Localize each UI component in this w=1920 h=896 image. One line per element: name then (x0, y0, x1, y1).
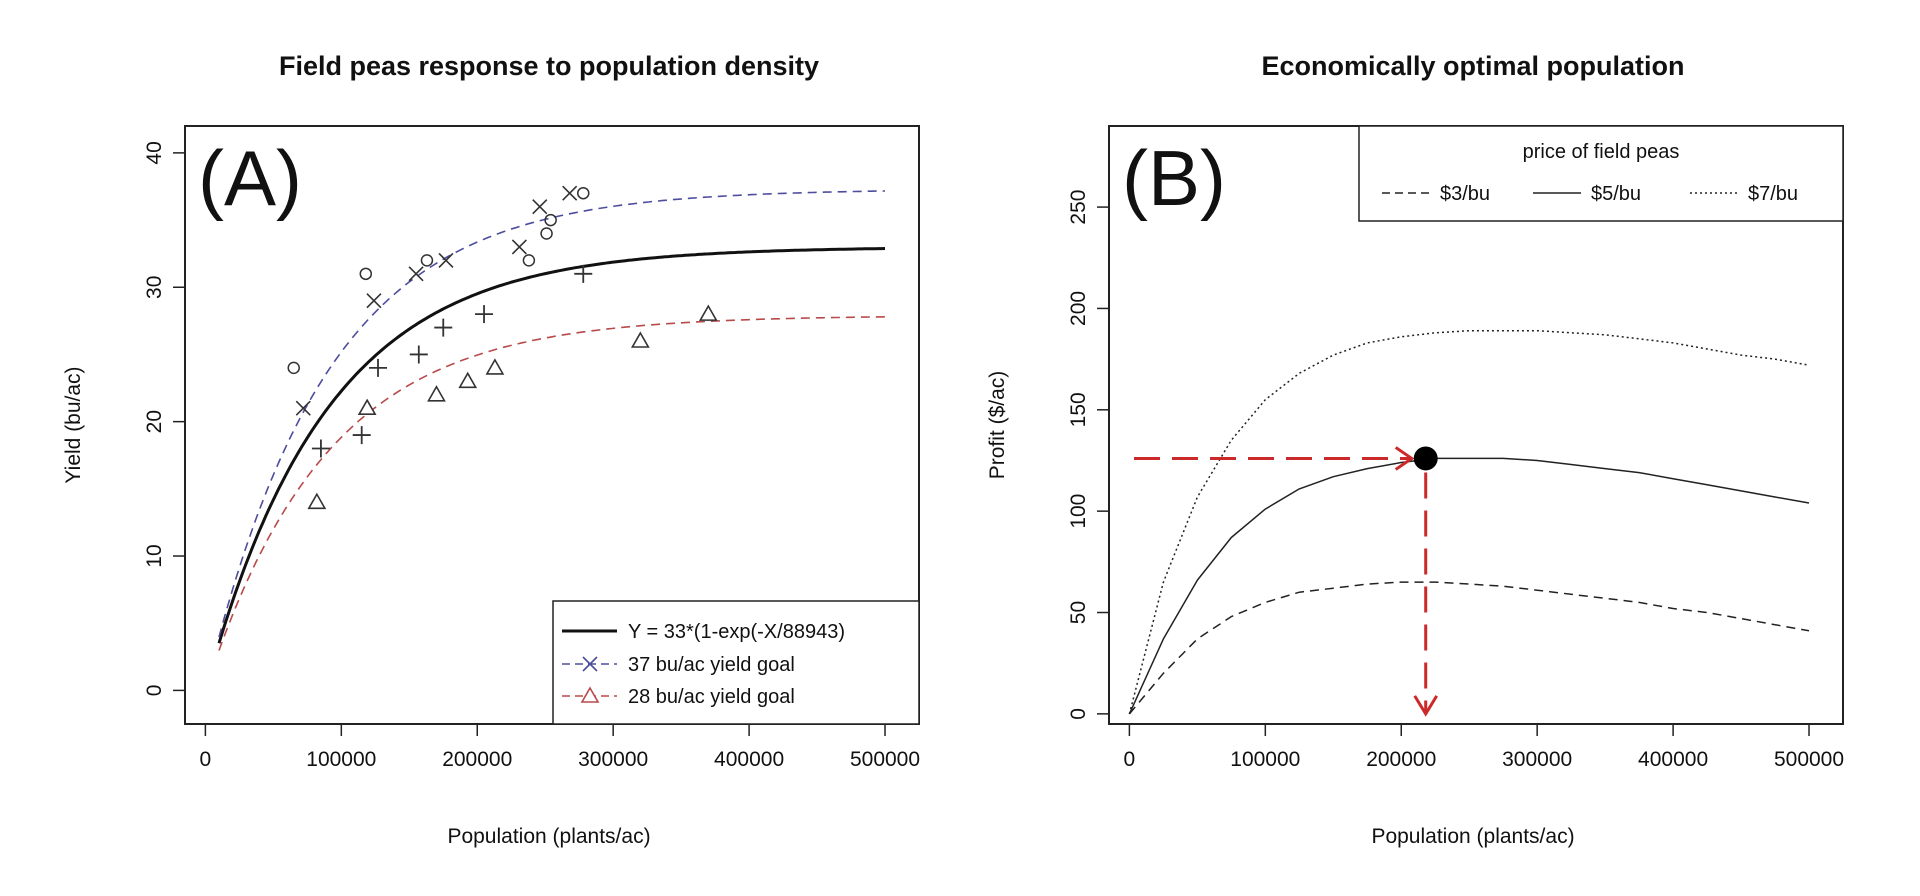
x-point (295, 400, 311, 416)
legend-x-marker-icon (582, 656, 598, 672)
panel-b-y-tick-label: 50 (1067, 601, 1090, 624)
x-point (562, 185, 578, 201)
x-point (366, 293, 382, 309)
plus-point (369, 358, 388, 377)
legend-triangle-marker-icon (580, 686, 600, 703)
panel-b-profit-curves (1128, 329, 1810, 715)
legend-label-high-goal: 37 bu/ac yield goal (628, 654, 795, 676)
panel-a-y-tick-label: 40 (143, 141, 166, 164)
panel-a-x-tick-label: 200000 (442, 748, 512, 771)
panel-a-x-tick-label: 400000 (714, 748, 784, 771)
panel-b-legend-title: price of field peas (1523, 141, 1680, 163)
panel-b-label: (B) (1122, 134, 1226, 222)
profit-curve-5-per-bu (1128, 457, 1810, 715)
panel-a-legend-box (552, 600, 920, 725)
panel-b-y-tick-label: 250 (1067, 190, 1090, 225)
panel-b-optimum-annotation (1134, 446, 1438, 717)
panel-b-x-tick-label: 300000 (1502, 748, 1572, 771)
plus-point (409, 345, 428, 364)
panel-b-x-tick-label: 500000 (1774, 748, 1844, 771)
x-point (532, 199, 548, 215)
low-yield-goal-curve (218, 316, 886, 651)
panel-a-plot-frame (184, 125, 920, 725)
profit-curve-7-per-bu (1128, 329, 1810, 715)
circle-point (359, 267, 373, 281)
triangle-point (458, 371, 478, 389)
triangle-point (485, 358, 505, 375)
panel-a-x-axis: 0 100000 200000 300000 400000 500000 (200, 724, 920, 771)
panel-b-y-axis: 0 50 100 150 200 250 (1067, 190, 1109, 720)
legend-label-7-per-bu: $7/bu (1748, 183, 1798, 205)
panel-a-y-tick-label: 30 (143, 276, 166, 299)
high-yield-goal-curve (218, 190, 885, 638)
arrowhead-down-icon (1413, 695, 1438, 717)
panel-a-observations (287, 185, 718, 510)
panel-b-x-tick-label: 100000 (1230, 748, 1300, 771)
panel-b-x-axis-label: Population (plants/ac) (1371, 825, 1574, 848)
panel-b-x-axis: 0 100000 200000 300000 400000 500000 (1124, 724, 1844, 771)
panel-a-x-axis-label: Population (plants/ac) (447, 825, 650, 848)
panel-b-x-tick-label: 0 (1124, 748, 1136, 771)
plus-point (311, 439, 330, 458)
panel-a-y-tick-label: 0 (143, 685, 166, 697)
panel-b-x-tick-label: 200000 (1366, 748, 1436, 771)
x-point (438, 252, 454, 268)
panel-a-x-tick-label: 500000 (850, 748, 920, 771)
panel-b-legend-box (1358, 125, 1844, 222)
panel-b-y-tick-label: 100 (1067, 494, 1090, 529)
profit-curve-3-per-bu (1128, 581, 1810, 715)
panel-b-y-tick-label: 0 (1067, 708, 1090, 720)
circle-point (522, 254, 536, 267)
plus-point (434, 318, 453, 337)
circle-point (420, 254, 434, 267)
panel-a-title: Field peas response to population densit… (279, 51, 819, 81)
optimum-point (1413, 446, 1438, 471)
panel-b-y-tick-label: 200 (1067, 291, 1090, 326)
triangle-point (698, 304, 718, 321)
panel-a: Field peas response to population densit… (62, 51, 920, 848)
triangle-point (630, 331, 650, 348)
panel-a-x-tick-label: 100000 (306, 748, 376, 771)
legend-label-5-per-bu: $5/bu (1591, 183, 1641, 205)
panel-b-legend: price of field peas $3/bu $5/bu $7/bu (1358, 125, 1844, 222)
panel-b-y-axis-label: Profit ($/ac) (986, 371, 1009, 480)
panel-b-y-tick-label: 150 (1067, 392, 1090, 427)
x-point (408, 266, 424, 282)
panel-a-legend: Y = 33*(1-exp(-X/88943) 37 bu/ac yield g… (552, 600, 920, 725)
triangle-point (427, 385, 446, 402)
circle-point (287, 361, 300, 375)
legend-label-low-goal: 28 bu/ac yield goal (628, 686, 795, 708)
panel-a-y-axis: 0 10 20 30 40 (143, 141, 185, 696)
circle-point (540, 227, 553, 240)
panel-a-y-axis-label: Yield (bu/ac) (62, 366, 85, 483)
triangle-point (357, 398, 377, 416)
panel-b: Economically optimal population (B) Popu… (986, 51, 1844, 848)
legend-label-3-per-bu: $3/bu (1440, 183, 1490, 205)
panel-b-title: Economically optimal population (1261, 51, 1684, 81)
plus-point (475, 305, 494, 324)
legend-label-fit: Y = 33*(1-exp(-X/88943) (628, 621, 845, 643)
panel-a-x-tick-label: 300000 (578, 748, 648, 771)
panel-b-x-tick-label: 400000 (1638, 748, 1708, 771)
fitted-yield-curve (217, 247, 886, 644)
triangle-point (307, 492, 327, 510)
plus-point (574, 264, 593, 283)
panel-a-x-tick-label: 0 (200, 748, 212, 771)
arrowhead-right-icon (1394, 446, 1415, 471)
panel-a-label: (A) (198, 134, 302, 222)
circle-point (544, 213, 557, 227)
x-point (511, 239, 527, 255)
panel-a-y-tick-label: 10 (143, 544, 166, 567)
panel-a-y-tick-label: 20 (143, 410, 166, 433)
circle-point (577, 186, 590, 200)
plus-point (352, 426, 371, 445)
panel-a-fitted-curves (217, 190, 886, 651)
